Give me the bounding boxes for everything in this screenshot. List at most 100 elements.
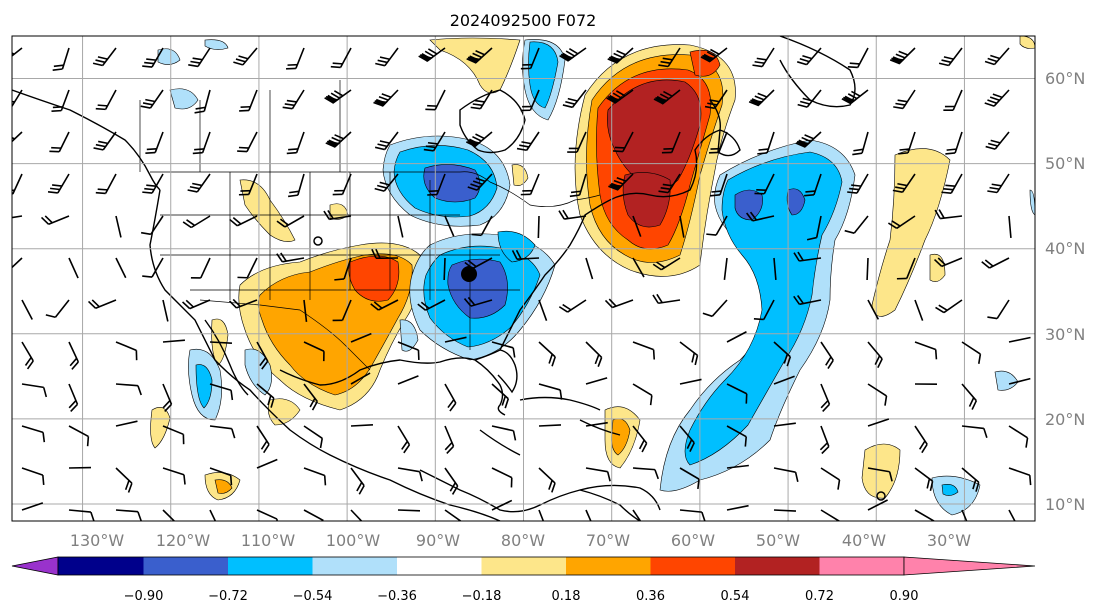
wind-barb	[726, 464, 749, 469]
wind-barb	[187, 173, 211, 193]
colorbar-seg-4	[312, 557, 397, 575]
wind-barb	[228, 298, 258, 309]
wind-barb	[567, 131, 587, 153]
wind-barb	[632, 341, 656, 360]
wind-barb	[820, 509, 841, 521]
wind-barb	[194, 89, 211, 114]
wind-barb	[887, 215, 916, 229]
colorbar-extend-low	[11, 556, 59, 576]
wind-barb	[844, 215, 869, 234]
wind-barb	[45, 299, 70, 319]
wind-barb	[752, 47, 775, 68]
lon-label-50w: 50°W	[756, 531, 800, 550]
lon-label-120w: 120°W	[156, 531, 211, 550]
wind-barb	[12, 131, 23, 148]
wind-barb	[679, 509, 706, 521]
coast-sa-north	[579, 484, 661, 511]
wind-barb	[613, 131, 634, 153]
wind-barb	[276, 252, 305, 263]
wind-barb	[12, 47, 23, 63]
wind-barb	[961, 383, 978, 410]
wind-barb	[303, 509, 325, 521]
wind-barb	[444, 425, 455, 455]
high-center-marker	[313, 236, 323, 246]
colorbar-seg-3	[228, 557, 313, 575]
lat-label-60: 60°N	[1045, 69, 1085, 88]
wind-barb	[607, 47, 634, 64]
wind-barb	[444, 383, 457, 412]
wind-barb	[238, 173, 258, 196]
coast-central-america	[419, 469, 641, 521]
lat-label-30: 30°N	[1045, 325, 1085, 344]
wind-barb	[303, 467, 327, 486]
wind-barb	[303, 341, 325, 362]
wind-barb	[935, 299, 963, 314]
wind-barb	[585, 341, 603, 367]
cb-tick-7: 0.36	[636, 589, 665, 604]
map-title: 2024092500 F072	[450, 11, 597, 30]
wind-barb	[374, 131, 399, 151]
wind-barb	[585, 377, 608, 385]
wind-barb	[511, 249, 540, 260]
wind-barb	[538, 424, 562, 427]
wind-barb	[330, 47, 352, 69]
wind-barb	[256, 458, 278, 469]
wind-barb	[491, 467, 513, 488]
warm-small-1	[871, 148, 951, 317]
wind-barb	[632, 215, 642, 237]
wind-barb	[425, 89, 446, 111]
colorbar-seg-8	[650, 557, 735, 575]
wind-barb	[562, 89, 587, 109]
wind-barb	[852, 131, 869, 156]
wind-barb	[984, 89, 1010, 107]
wind-barb	[115, 341, 138, 361]
wind-barb	[702, 299, 728, 318]
wind-barb	[914, 467, 934, 491]
wind-barb	[708, 131, 728, 154]
wind-barb	[806, 215, 822, 241]
wind-barb	[984, 47, 1010, 66]
lat-label-10: 10°N	[1045, 495, 1085, 514]
colorbar-seg-6	[481, 557, 566, 575]
wind-barb	[444, 467, 459, 495]
wind-barb	[162, 299, 169, 322]
wind-barb	[95, 89, 117, 111]
wind-barb	[471, 215, 493, 237]
wind-barb	[679, 425, 695, 453]
wind-barb	[945, 131, 963, 155]
wind-barb	[162, 509, 180, 521]
cb-tick-4: −0.36	[377, 589, 417, 604]
wind-barb	[1008, 467, 1032, 486]
wind-barb	[773, 375, 795, 385]
wind-barb	[423, 131, 446, 152]
wind-barb	[95, 173, 117, 195]
wind-barb	[795, 131, 822, 148]
wind-barb	[892, 173, 916, 193]
wind-barb	[520, 173, 540, 196]
wind-barb	[51, 89, 70, 113]
wind-barb	[286, 131, 305, 155]
wind-barb	[68, 509, 95, 521]
coast-east-us	[499, 199, 611, 351]
wind-barb	[753, 299, 775, 321]
wind-barb	[229, 215, 258, 227]
coast-west-us	[149, 189, 501, 521]
wind-barb	[569, 173, 587, 198]
wind-barb	[726, 383, 748, 404]
wind-barb	[773, 509, 797, 512]
wind-barb	[209, 467, 233, 486]
wind-barb	[397, 375, 419, 385]
warm-region-canada-max2	[622, 172, 671, 228]
wind-barbs	[12, 47, 1032, 521]
wind-barb	[162, 383, 173, 413]
wind-barb	[867, 499, 888, 511]
wind-barb	[914, 299, 924, 321]
wind-barb	[773, 422, 796, 427]
wind-barb	[373, 89, 399, 107]
wind-barb	[632, 257, 645, 278]
warm-region-canada-max	[607, 79, 702, 190]
wind-barb	[463, 296, 493, 307]
map-gridlines	[12, 36, 1035, 521]
lon-label-70w: 70°W	[586, 531, 630, 550]
wind-barb	[332, 173, 352, 196]
